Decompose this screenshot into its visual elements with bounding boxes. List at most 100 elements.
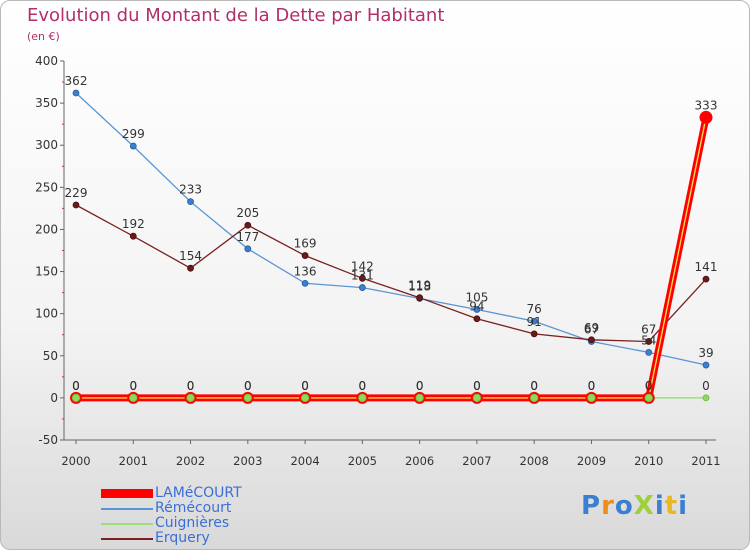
data-label: 67 [641, 322, 656, 336]
series-point-remecourt [187, 198, 194, 206]
series-point-remecourt [129, 142, 137, 150]
data-label: 205 [236, 206, 259, 220]
series-point-remecourt [645, 349, 653, 356]
y-tick-label: 200 [35, 222, 58, 236]
series-point-erquery [416, 294, 424, 302]
data-label: 131 [351, 269, 374, 283]
data-label: 0 [588, 379, 596, 393]
data-label: 0 [359, 379, 367, 393]
x-tick-label: 2005 [348, 454, 377, 468]
x-tick-label: 2006 [405, 454, 434, 468]
series-point-remecourt [530, 317, 538, 325]
data-label: 141 [695, 260, 718, 274]
logo-letter: o [614, 491, 634, 521]
data-label: 0 [129, 379, 137, 393]
series-point-cuignieres [702, 394, 710, 402]
y-tick-label: 300 [35, 138, 58, 152]
data-label: 0 [645, 379, 653, 393]
data-label: 0 [702, 379, 710, 393]
data-label: 94 [469, 300, 484, 314]
series-point-remecourt [72, 89, 80, 97]
series-point-cuignieres [644, 393, 653, 403]
data-label: 362 [65, 74, 88, 88]
x-tick-label: 2010 [634, 454, 663, 468]
series-point-cuignieres [529, 393, 539, 403]
x-tick-label: 2002 [176, 454, 205, 468]
data-label: 54 [641, 333, 656, 347]
data-label: 177 [236, 230, 259, 244]
series-point-cuignieres [358, 393, 367, 403]
series-point-cuignieres [587, 393, 596, 403]
proxiti-logo: ProXiti [581, 491, 688, 521]
logo-letter: P [581, 491, 602, 521]
series-point-cuignieres [243, 393, 253, 403]
series-point-remecourt [473, 306, 481, 313]
chart-subtitle: (en €) [27, 30, 60, 43]
x-tick-label: 2008 [520, 454, 549, 468]
x-tick-label: 2000 [61, 454, 90, 468]
series-point-erquery [530, 330, 538, 338]
y-tick-label: 400 [35, 54, 58, 68]
data-label: 233 [179, 183, 202, 197]
series-point-erquery [129, 232, 137, 240]
data-label: 39 [698, 346, 713, 360]
series-point-cuignieres [300, 393, 310, 403]
series-point-erquery [187, 264, 194, 272]
data-label: 118 [408, 280, 431, 294]
series-point-erquery [72, 201, 80, 209]
series-point-cuignieres [472, 393, 482, 403]
data-label: 299 [122, 127, 145, 141]
chart-legend: LAMéCOURT Rémécourt Cuignières Erquery [101, 486, 242, 546]
data-label: 0 [473, 379, 481, 393]
data-label: 67 [584, 322, 599, 336]
x-tick-label: 2009 [577, 454, 606, 468]
series-point-remecourt [702, 361, 710, 369]
data-label: 0 [588, 379, 596, 393]
series-point-erquery [645, 338, 653, 345]
data-label: 142 [351, 259, 374, 273]
legend-swatch [101, 522, 153, 525]
y-tick-label: -50 [38, 433, 58, 447]
legend-item: Erquery [101, 531, 242, 546]
data-label: 119 [408, 279, 431, 293]
series-point-erquery [473, 315, 481, 323]
y-tick-label: 0 [50, 391, 58, 405]
x-tick-label: 2004 [290, 454, 319, 468]
series-point-cuignieres [415, 393, 424, 403]
series-point-remecourt [301, 279, 309, 287]
data-label: 0 [187, 379, 195, 393]
data-label: 91 [527, 315, 542, 329]
legend-swatch [101, 489, 153, 498]
series-point-erquery [702, 275, 710, 283]
series-point-cuignieres [129, 393, 138, 403]
data-label: 0 [416, 379, 424, 393]
series-point-remecourt [358, 284, 366, 291]
data-label: 0 [301, 379, 309, 393]
data-label: 0 [645, 379, 653, 393]
series-line-remecourt [75, 92, 707, 366]
legend-label: Cuignières [155, 515, 230, 531]
data-label: 0 [359, 379, 367, 393]
data-label: 0 [301, 379, 309, 393]
data-label: 0 [244, 379, 252, 393]
series-point-erquery [244, 221, 252, 229]
data-label: 0 [416, 379, 424, 393]
x-tick-label: 2003 [233, 454, 262, 468]
legend-item: LAMéCOURT [101, 486, 242, 501]
legend-label: Rémécourt [155, 500, 232, 516]
y-tick-label: 350 [35, 96, 58, 110]
data-label: 0 [530, 379, 538, 393]
legend-item: Rémécourt [101, 501, 242, 516]
legend-swatch [101, 537, 153, 540]
series-point-lamecourt [699, 110, 713, 124]
series-point-erquery [301, 252, 309, 259]
chart-title: Evolution du Montant de la Dette par Hab… [27, 5, 445, 26]
legend-label: LAMéCOURT [155, 485, 242, 501]
logo-letter: i [654, 491, 665, 521]
data-label: 0 [72, 379, 80, 393]
x-tick-label: 2011 [691, 454, 720, 468]
y-tick-label: 150 [35, 265, 58, 279]
data-label: 192 [122, 217, 145, 231]
